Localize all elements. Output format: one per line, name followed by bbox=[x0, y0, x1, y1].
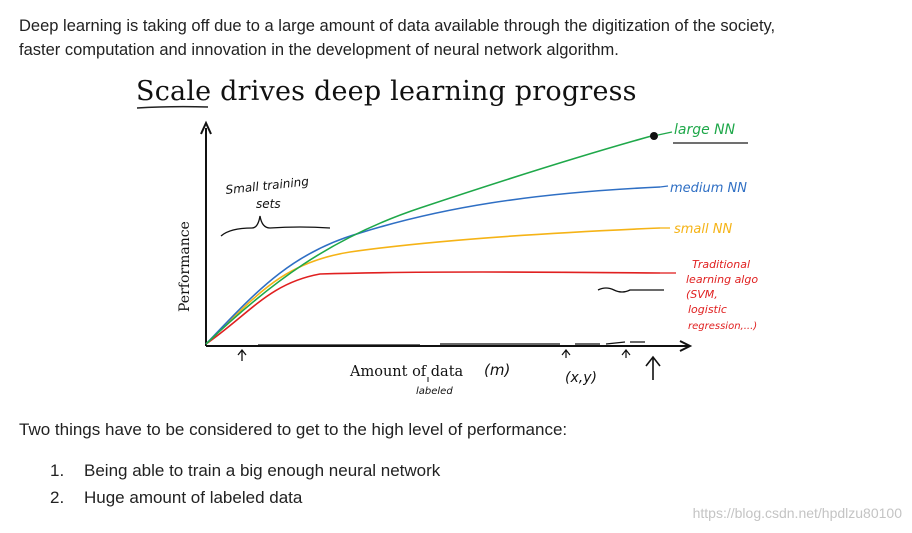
dashed-arrow bbox=[575, 341, 645, 345]
title-underline bbox=[136, 105, 209, 109]
xy-note: (x,y) bbox=[565, 370, 597, 386]
series-line-traditional bbox=[205, 271, 661, 345]
list-item: 2. Huge amount of labeled data bbox=[50, 485, 440, 512]
list-text: Being able to train a big enough neural … bbox=[84, 461, 441, 480]
requirements-intro: Two things have to be considered to get … bbox=[19, 420, 568, 439]
label-large-nn: large NN bbox=[674, 122, 736, 138]
large-nn-leader bbox=[657, 131, 673, 136]
data-span-dash bbox=[258, 343, 560, 346]
list-number: 2. bbox=[50, 488, 65, 507]
x-axis-label-m: (m) bbox=[484, 361, 510, 379]
y-axis-label: Performance bbox=[177, 221, 193, 312]
intro-line-2: faster computation and innovation in the… bbox=[19, 41, 619, 59]
label-trad-5: regression,...) bbox=[688, 321, 757, 332]
x-axis-label: Amount of data bbox=[349, 364, 464, 380]
x-axis-label-note: labeled bbox=[416, 386, 453, 397]
intro-paragraph: Deep learning is taking off due to a lar… bbox=[19, 14, 899, 62]
small-sets-label-1: Small training bbox=[225, 174, 310, 197]
list-number: 1. bbox=[50, 461, 65, 480]
medium-nn-leader bbox=[659, 185, 669, 188]
label-trad-4: logistic bbox=[688, 303, 727, 316]
series-line-large-nn bbox=[205, 134, 656, 345]
mid-data-arrow bbox=[561, 349, 571, 358]
small-sets-brace bbox=[220, 215, 331, 237]
large-data-arrow bbox=[645, 355, 661, 380]
performance-chart: Performance large NN medium NN small NN … bbox=[136, 105, 758, 397]
right-data-arrow-small bbox=[621, 349, 631, 358]
series-line-small-nn bbox=[205, 227, 661, 345]
scale-figure: Scale drives deep learning progress Perf… bbox=[0, 68, 912, 413]
x-axis-arrow bbox=[679, 340, 693, 352]
label-trad-1: Traditional bbox=[692, 258, 750, 271]
series-line-medium-nn bbox=[205, 186, 661, 345]
traditional-scribble bbox=[597, 287, 664, 293]
watermark: https://blog.csdn.net/hpdlzu80100 bbox=[692, 505, 902, 521]
label-trad-3: (SVM, bbox=[686, 288, 718, 301]
y-axis-arrow bbox=[200, 120, 212, 135]
figure-title: Scale drives deep learning progress bbox=[136, 76, 637, 107]
label-medium-nn: medium NN bbox=[670, 181, 747, 196]
small-sets-label-2: sets bbox=[256, 197, 281, 211]
intro-line-1: Deep learning is taking off due to a lar… bbox=[19, 17, 776, 35]
list-item: 1. Being able to train a big enough neura… bbox=[50, 458, 440, 485]
requirements-list: 1. Being able to train a big enough neura… bbox=[50, 458, 440, 512]
label-small-nn: small NN bbox=[674, 222, 732, 237]
list-text: Huge amount of labeled data bbox=[84, 488, 303, 507]
large-nn-endpoint-dot bbox=[650, 132, 658, 140]
label-trad-2: learning algo bbox=[686, 273, 758, 286]
small-data-arrow bbox=[237, 348, 247, 361]
